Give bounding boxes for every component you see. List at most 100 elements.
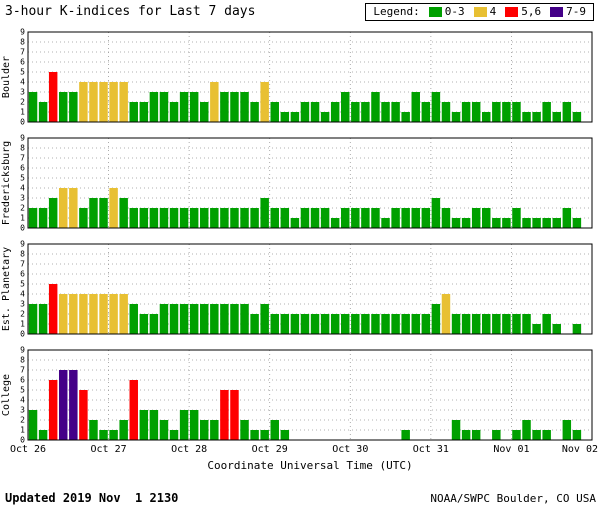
k-index-bar [169,102,179,122]
k-index-bar [159,92,169,122]
k-index-bar [28,92,38,122]
y-tick-label: 6 [20,270,25,279]
legend-entries: 0-3 4 5,6 7-9 [420,5,586,18]
x-axis: Oct 26 Oct 27 Oct 28 Oct 29 Oct 30 Oct 31 Nov … [0,444,600,457]
k-index-bar [572,430,582,440]
y-tick-label: 0 [20,330,25,338]
k-index-bar [210,304,219,334]
k-index-bar [441,102,451,122]
k-index-bar [451,420,461,440]
k-index-bar [441,294,451,334]
k-index-bar [572,324,582,334]
y-tick-label: 9 [20,346,25,355]
k-index-bar [522,420,531,440]
y-tick-label: 5 [20,68,25,77]
k-index-bar [471,102,481,122]
legend-swatch [473,6,487,17]
y-tick-label: 5 [20,280,25,289]
k-index-bar [119,198,128,228]
k-index-bar [361,208,370,228]
k-index-bar [471,208,481,228]
k-index-bar [270,314,279,334]
y-tick-label: 1 [20,320,25,329]
k-index-bar [401,430,410,440]
k-index-bar [250,314,259,334]
k-index-bar [119,294,128,334]
x-tick-label: Oct 27 [90,444,127,455]
k-index-bar [522,218,531,228]
k-index-bar [441,208,451,228]
k-index-bar [28,304,38,334]
k-index-bar [149,314,159,334]
k-index-bar [139,208,149,228]
k-index-bar [169,430,179,440]
legend-swatch [505,6,519,17]
chart-title: 3-hour K-indices for Last 7 days [5,4,256,19]
y-tick-label: 2 [20,310,25,319]
k-index-bar [159,208,169,228]
k-index-bar [492,430,501,440]
k-index-bar [512,208,521,228]
y-tick-label: 8 [20,144,25,153]
k-index-bar [562,102,572,122]
k-index-bar [220,304,229,334]
k-index-bar [38,430,48,440]
k-index-bar [159,420,169,440]
panel-title: Est. Planetary [1,247,12,331]
k-index-bar [562,208,572,228]
y-tick-label: 6 [20,164,25,173]
footer: Updated 2019 Nov 1 2130 NOAA/SWPC Boulde… [5,491,596,505]
k-index-bar [421,208,431,228]
panel-title: Fredericksburg [1,141,12,225]
k-index-bar [482,112,491,122]
y-tick-label: 4 [20,290,25,299]
k-index-bar [250,208,259,228]
y-tick-label: 9 [20,28,25,37]
k-index-bar [139,314,149,334]
y-tick-label: 1 [20,108,25,117]
k-index-bar [542,430,551,440]
k-index-bar [351,314,360,334]
k-index-bar [482,208,491,228]
k-index-bar [89,82,98,122]
y-tick-label: 2 [20,416,25,425]
k-index-bar [552,112,561,122]
legend-entry-label: 7-9 [566,5,586,18]
k-index-bar [38,102,48,122]
k-index-bar [38,208,48,228]
k-index-bar [512,430,521,440]
k-index-bar [351,208,360,228]
k-index-bar [230,304,239,334]
k-index-bar [391,208,400,228]
k-index-bar [200,420,209,440]
k-index-bar [210,82,219,122]
y-tick-label: 3 [20,406,25,415]
k-index-bar [79,390,88,440]
k-index-bar [119,420,128,440]
k-index-bar [310,208,320,228]
updated-value: 2019 Nov 1 2130 [62,491,179,505]
k-index-bar [59,294,68,334]
k-index-bar [240,420,249,440]
k-index-bar [371,92,380,122]
k-index-bar [210,208,219,228]
y-tick-label: 1 [20,214,25,223]
k-index-bar [79,294,88,334]
k-index-bar [361,102,370,122]
panel-title: Boulder [1,56,12,98]
x-axis-title: Coordinate Universal Time (UTC) [207,459,413,472]
k-index-bar [210,420,219,440]
y-tick-label: 5 [20,174,25,183]
k-index-bar [69,370,78,440]
k-index-bar [381,218,390,228]
k-index-bar [391,102,400,122]
x-tick-label: Oct 26 [9,444,47,455]
k-index-bar [451,314,461,334]
k-index-bar [330,102,340,122]
k-index-bar [502,218,511,228]
k-index-bar [200,102,209,122]
y-tick-label: 0 [20,436,25,444]
k-index-bar [391,314,400,334]
k-index-bar [270,420,279,440]
